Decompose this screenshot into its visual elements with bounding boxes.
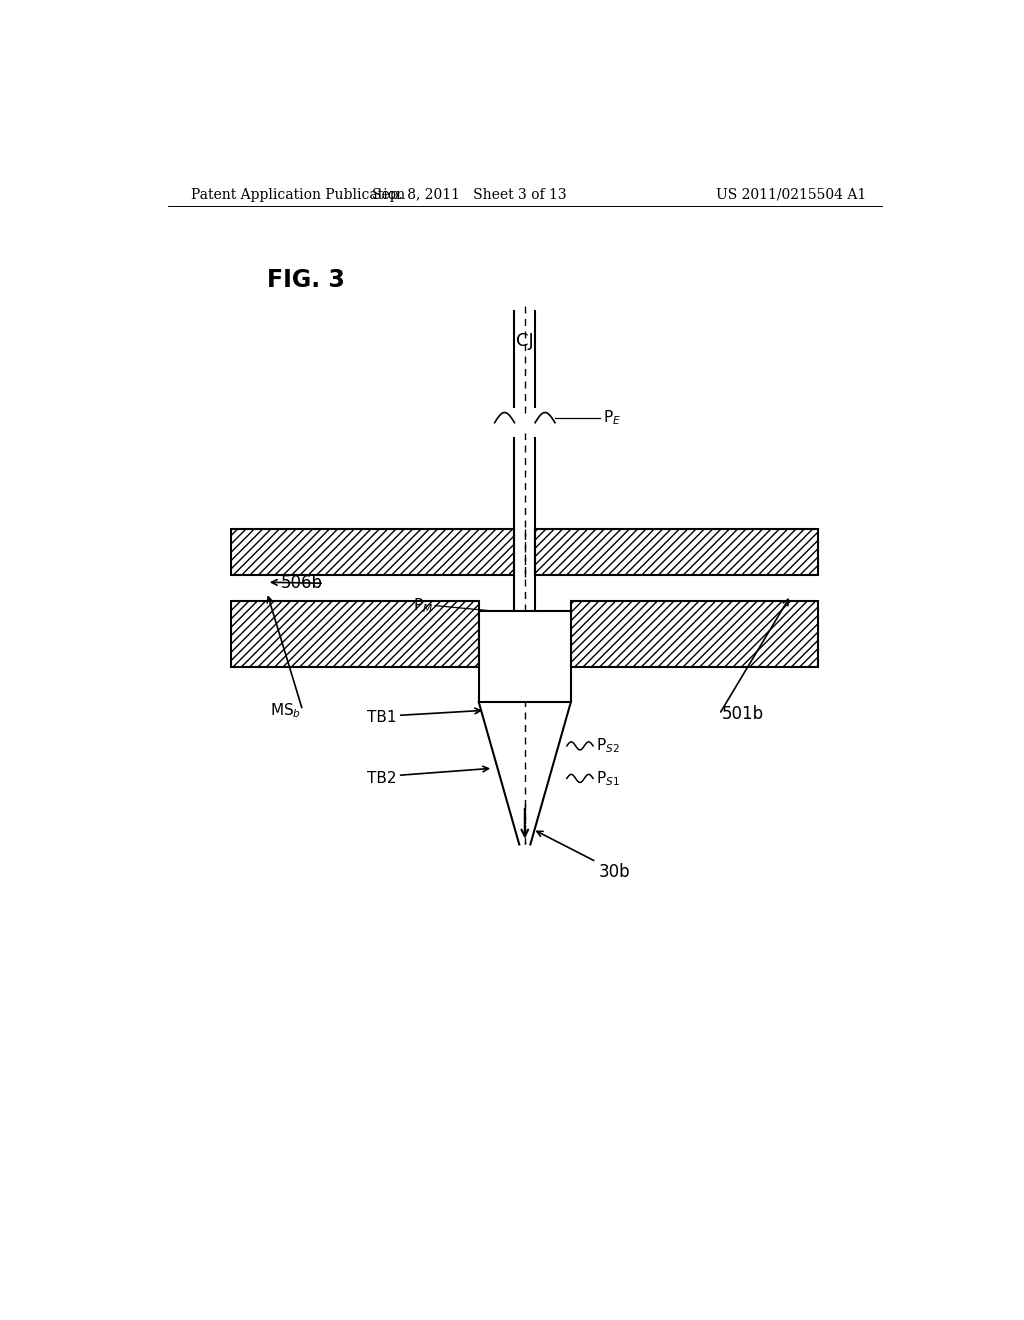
Text: TB1: TB1 <box>367 710 396 725</box>
Text: P$_{S1}$: P$_{S1}$ <box>596 770 621 788</box>
Text: Sep. 8, 2011   Sheet 3 of 13: Sep. 8, 2011 Sheet 3 of 13 <box>372 187 566 202</box>
Text: TB2: TB2 <box>367 771 396 785</box>
Text: 501b: 501b <box>722 705 764 723</box>
Bar <box>231 529 514 576</box>
Text: Patent Application Publication: Patent Application Publication <box>191 187 406 202</box>
Text: MS$_b$: MS$_b$ <box>269 701 301 719</box>
Bar <box>231 601 479 667</box>
Text: P$_{S2}$: P$_{S2}$ <box>596 737 620 755</box>
Bar <box>536 529 818 576</box>
Text: 30b: 30b <box>599 863 630 880</box>
Bar <box>570 601 818 667</box>
Text: FIG. 3: FIG. 3 <box>267 268 345 292</box>
Text: P$_M$: P$_M$ <box>414 597 433 615</box>
Text: CJ: CJ <box>516 333 534 350</box>
Bar <box>479 611 570 702</box>
Text: US 2011/0215504 A1: US 2011/0215504 A1 <box>716 187 866 202</box>
Text: P$_E$: P$_E$ <box>602 408 621 426</box>
Text: 506b: 506b <box>281 574 323 593</box>
